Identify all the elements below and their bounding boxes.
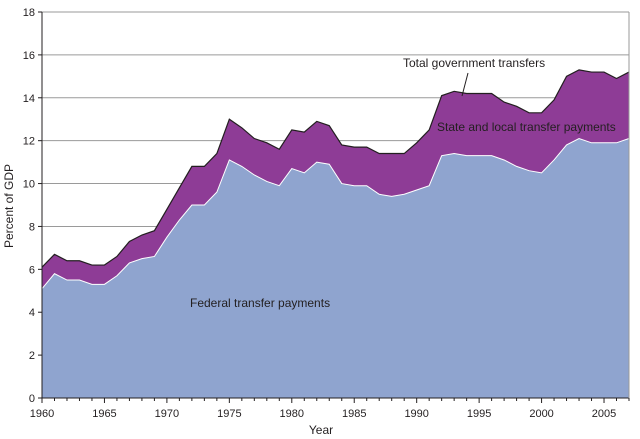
x-tick-label-1990: 1990	[404, 408, 428, 420]
y-tick-label-4: 4	[29, 307, 35, 319]
y-tick-label-10: 10	[23, 179, 35, 191]
x-tick-label-1965: 1965	[92, 408, 116, 420]
y-tick-label-8: 8	[29, 221, 35, 233]
axes	[38, 11, 630, 403]
x-axis-title: Year	[309, 423, 333, 437]
x-tick-label-1960: 1960	[30, 408, 54, 420]
x-tick-label-1985: 1985	[342, 408, 366, 420]
y-tick-label-6: 6	[29, 264, 35, 276]
annotation-state-local: State and local transfer payments	[437, 120, 616, 134]
y-tick-label-18: 18	[23, 7, 35, 19]
annotation-total: Total government transfers	[403, 56, 545, 70]
area-series-1	[42, 69, 629, 289]
x-tick-label-2005: 2005	[592, 408, 616, 420]
x-tick-label-1995: 1995	[467, 408, 491, 420]
x-tick-label-2000: 2000	[529, 408, 553, 420]
line-federal-boundary	[41, 137, 630, 289]
area-series	[41, 69, 630, 398]
area-series-0	[42, 138, 629, 398]
y-tick-label-14: 14	[23, 93, 35, 105]
annotation-total-pointer	[461, 72, 469, 97]
annotation-federal: Federal transfer payments	[190, 296, 330, 310]
y-axis-title: Percent of GDP	[2, 164, 16, 248]
x-tick-label-1970: 1970	[155, 408, 179, 420]
y-tick-label-16: 16	[23, 50, 35, 62]
x-tick-label-1975: 1975	[217, 408, 241, 420]
y-tick-label-0: 0	[29, 393, 35, 405]
x-tick-label-1980: 1980	[280, 408, 304, 420]
y-tick-label-12: 12	[23, 136, 35, 148]
line-total-government-transfers	[41, 69, 630, 268]
y-tick-label-2: 2	[29, 350, 35, 362]
tick-labels: 0 2 4 6 8 10 12 14 16 18 1960 1965 1970 1975 1980 1985 1…	[23, 7, 617, 420]
